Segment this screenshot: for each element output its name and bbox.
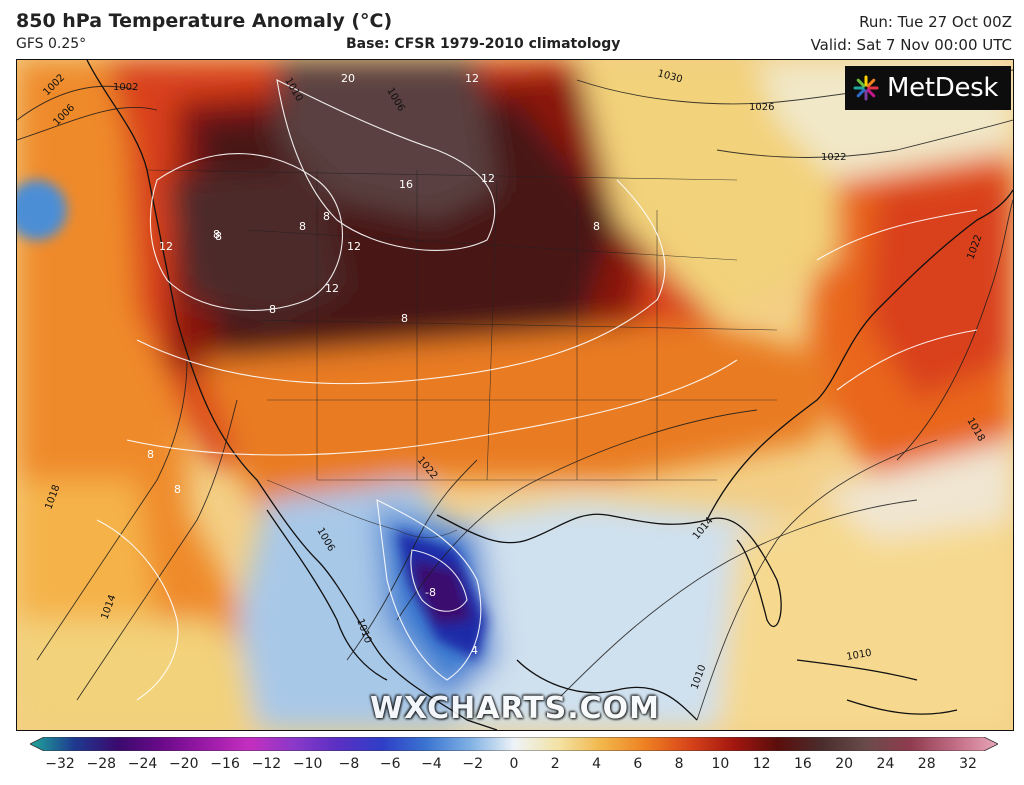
colorbar-tick-label: 0 (509, 756, 519, 772)
anomaly-label: 8 (147, 448, 154, 461)
colorbar (30, 737, 998, 751)
isobar-label: 1010 (846, 648, 873, 663)
anomaly-label: 12 (325, 282, 339, 295)
colorbar-tick-label: 32 (959, 756, 977, 772)
colorbar-tick-label: 8 (674, 756, 684, 772)
chart-title: 850 hPa Temperature Anomaly (°C) (16, 10, 393, 32)
anomaly-label: 8 (269, 303, 276, 316)
colorbar-tick-label: −4 (421, 756, 442, 772)
anomaly-label: 8 (213, 228, 220, 241)
base-label: Base: CFSR 1979-2010 climatology (346, 36, 621, 52)
borders (146, 169, 778, 538)
anomaly-label: 8 (299, 220, 306, 233)
anomaly-label: 12 (159, 240, 173, 253)
anomaly-label: 12 (481, 172, 495, 185)
colorbar-tick-label: 4 (592, 756, 601, 772)
anomaly-label: 16 (399, 178, 413, 191)
isobar-label: 1002 (113, 82, 138, 93)
anomaly-labels: 20 12 16 12 8 8 8 12 8 12 12 8 8 8 8 8 -… (147, 72, 600, 657)
anomaly-label: 12 (465, 72, 479, 85)
anomaly-label: 8 (593, 220, 600, 233)
isobars (17, 69, 1013, 721)
colorbar-tick-label: 6 (633, 756, 643, 772)
colorbar-tick-label: −10 (292, 756, 323, 772)
colorbar-tick-label: −24 (127, 756, 158, 772)
colorbar-tick-label: 16 (793, 756, 812, 772)
colorbar-tick-label: 10 (711, 756, 730, 772)
colorbar-tick-label: 12 (752, 756, 771, 772)
anomaly-map: 20 12 16 12 8 8 8 12 8 12 12 8 8 8 8 8 -… (16, 59, 1014, 731)
colorbar-tick-label: −2 (462, 756, 484, 772)
watermark: WXCHARTS.COM (369, 691, 661, 726)
colorbar-tick-label: −32 (45, 756, 75, 772)
anomaly-label: 8 (215, 230, 222, 243)
map-canvas: 20 12 16 12 8 8 8 12 8 12 12 8 8 8 8 8 -… (17, 60, 1013, 730)
anomaly-label: -8 (425, 586, 436, 599)
valid-time: Valid: Sat 7 Nov 00:00 UTC (810, 36, 1012, 54)
isobar-label: 1022 (821, 152, 846, 163)
anomaly-label: 4 (471, 644, 478, 657)
colorbar-tick-label: 2 (550, 756, 560, 772)
coastlines (86, 60, 1013, 730)
colorbar-tick-label: −28 (86, 756, 117, 772)
colorbar-tick-label: 20 (835, 756, 854, 772)
colorbar-tick-label: −6 (379, 756, 401, 772)
anomaly-label: 8 (323, 210, 330, 223)
model-label: GFS 0.25° (16, 36, 87, 52)
colorbar-tick-label: 28 (917, 756, 936, 772)
colorbar-tick-label: −20 (169, 756, 199, 772)
anomaly-label: 20 (341, 72, 355, 85)
run-time: Run: Tue 27 Oct 00Z (859, 13, 1012, 31)
colorbar-tick-label: −12 (251, 756, 282, 772)
colorbar-fill (30, 737, 998, 751)
isobar-label: 1026 (749, 102, 774, 113)
metdesk-logo: MetDesk (845, 66, 1011, 110)
colorbar-ticks: −32 −28 −24 −20 −16 −12 −10 −8 −6 −4 −2 0 2 4 6 8 10 12 16… (30, 756, 998, 780)
anomaly-field (17, 60, 1013, 730)
colorbar-tick-label: 24 (876, 756, 895, 772)
anomaly-label: 8 (174, 483, 181, 496)
anomaly-label: 8 (401, 312, 408, 325)
colorbar-tick-label: −16 (210, 756, 240, 772)
colorbar-tick-label: −8 (338, 756, 360, 772)
anomaly-label: 12 (347, 240, 361, 253)
anomaly-contours (96, 79, 978, 701)
metdesk-starburst-icon (853, 75, 879, 101)
logo-text: MetDesk (887, 73, 999, 103)
